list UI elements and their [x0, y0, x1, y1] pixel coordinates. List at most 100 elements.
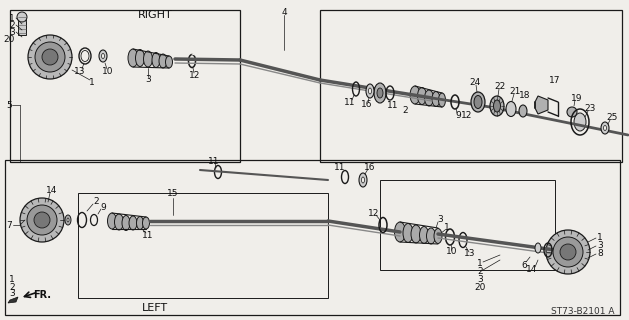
Ellipse shape [377, 88, 383, 98]
Ellipse shape [369, 88, 372, 94]
Text: 1: 1 [444, 223, 450, 233]
Bar [320, 10, 622, 162]
Polygon shape [535, 96, 548, 114]
Ellipse shape [434, 228, 442, 244]
Text: 13: 13 [74, 67, 86, 76]
Ellipse shape [494, 100, 501, 112]
Ellipse shape [65, 215, 71, 225]
Text: 12: 12 [369, 209, 380, 218]
Text: 6: 6 [521, 260, 527, 269]
Text: 2: 2 [93, 197, 99, 206]
Bar [380, 180, 555, 270]
Bar [10, 10, 240, 162]
Text: 1: 1 [477, 259, 483, 268]
Text: 18: 18 [520, 91, 531, 100]
Ellipse shape [438, 93, 445, 107]
Ellipse shape [394, 222, 406, 242]
Text: 10: 10 [103, 67, 114, 76]
Text: 19: 19 [571, 93, 582, 102]
Text: 10: 10 [446, 247, 458, 257]
Circle shape [35, 42, 65, 72]
Circle shape [27, 205, 57, 235]
Ellipse shape [122, 215, 130, 230]
Text: 14: 14 [47, 186, 58, 195]
Text: 22: 22 [494, 82, 506, 91]
Text: 7: 7 [6, 220, 12, 229]
Ellipse shape [410, 86, 420, 104]
Circle shape [567, 107, 577, 117]
Ellipse shape [425, 90, 433, 106]
Ellipse shape [143, 51, 152, 67]
Text: 11: 11 [344, 98, 356, 107]
Ellipse shape [108, 213, 116, 229]
Circle shape [20, 198, 64, 242]
Ellipse shape [143, 217, 150, 229]
Text: 25: 25 [606, 113, 618, 122]
Ellipse shape [136, 217, 143, 229]
Text: RIGHT: RIGHT [138, 10, 172, 20]
Text: 2: 2 [9, 283, 14, 292]
Text: 8: 8 [597, 250, 603, 259]
Text: 16: 16 [361, 100, 373, 108]
Ellipse shape [506, 101, 516, 116]
Ellipse shape [114, 214, 123, 230]
Text: 5: 5 [6, 100, 12, 109]
Text: 21: 21 [509, 86, 521, 95]
Text: 14: 14 [526, 266, 538, 275]
Ellipse shape [603, 125, 606, 131]
Text: LEFT: LEFT [142, 303, 168, 313]
Text: 2: 2 [9, 20, 15, 29]
Text: 23: 23 [584, 103, 596, 113]
Ellipse shape [601, 122, 609, 134]
Text: 2: 2 [402, 106, 408, 115]
Circle shape [560, 244, 576, 260]
Ellipse shape [152, 52, 160, 68]
Ellipse shape [128, 49, 138, 67]
Text: 1: 1 [597, 234, 603, 243]
Ellipse shape [359, 173, 367, 187]
Text: 13: 13 [464, 250, 476, 259]
Text: 11: 11 [334, 163, 346, 172]
Text: 3: 3 [597, 242, 603, 251]
Ellipse shape [374, 83, 386, 103]
Ellipse shape [432, 92, 440, 107]
Ellipse shape [99, 50, 107, 62]
Ellipse shape [362, 177, 364, 183]
Ellipse shape [471, 92, 485, 112]
Text: 11: 11 [142, 230, 153, 239]
Text: 3: 3 [145, 75, 151, 84]
Ellipse shape [418, 87, 426, 105]
Ellipse shape [129, 216, 137, 230]
Text: 11: 11 [208, 156, 220, 165]
Ellipse shape [519, 105, 527, 117]
Text: 3: 3 [9, 28, 15, 36]
Text: 1: 1 [89, 77, 95, 86]
Ellipse shape [159, 54, 167, 68]
Text: 20: 20 [4, 35, 15, 44]
Circle shape [546, 230, 590, 274]
Text: 9: 9 [100, 203, 106, 212]
Text: 24: 24 [469, 77, 481, 86]
Text: 1: 1 [9, 13, 15, 22]
Bar [5, 160, 620, 315]
Ellipse shape [426, 228, 435, 244]
Ellipse shape [165, 56, 172, 68]
Ellipse shape [490, 96, 504, 116]
Ellipse shape [135, 50, 145, 67]
Bar [78, 193, 328, 298]
Ellipse shape [574, 113, 586, 131]
Ellipse shape [474, 95, 482, 108]
Ellipse shape [101, 53, 104, 59]
Text: 3: 3 [9, 290, 14, 299]
Circle shape [553, 237, 583, 267]
Text: 11: 11 [387, 100, 399, 109]
Text: ST73-B2101 A: ST73-B2101 A [551, 307, 615, 316]
Circle shape [17, 12, 27, 22]
Text: 20: 20 [474, 283, 486, 292]
Ellipse shape [403, 223, 413, 243]
Text: 1: 1 [9, 276, 14, 284]
Polygon shape [8, 297, 18, 303]
Text: 16: 16 [364, 163, 376, 172]
Text: 9: 9 [455, 110, 461, 119]
Text: 3: 3 [437, 215, 443, 225]
